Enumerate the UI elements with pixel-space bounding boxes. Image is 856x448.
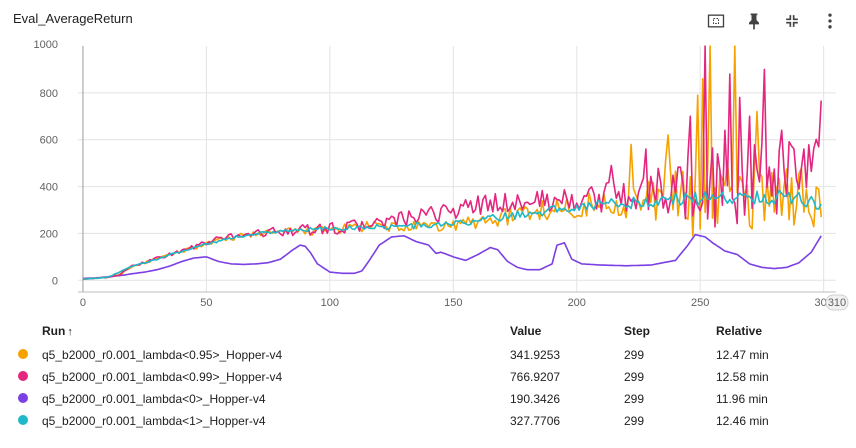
- legend-row[interactable]: q5_b2000_r0.001_lambda<0.95>_Hopper-v4 3…: [0, 344, 856, 366]
- x-tick-label: 200: [568, 297, 586, 309]
- run-name: q5_b2000_r0.001_lambda<0.95>_Hopper-v4: [42, 348, 283, 362]
- run-header-label: Run: [42, 324, 66, 338]
- y-tick-label: 400: [40, 182, 58, 194]
- y-tick-label: 200: [40, 228, 58, 240]
- run-name: q5_b2000_r0.001_lambda<0.99>_Hopper-v4: [42, 370, 283, 384]
- pin-icon: [749, 13, 759, 30]
- series-line: [82, 45, 822, 280]
- run-relative: 11.96 min: [716, 392, 768, 406]
- chart-toolbar: [700, 8, 846, 34]
- run-value: 327.7706: [510, 414, 561, 428]
- legend-row[interactable]: q5_b2000_r0.001_lambda<0.99>_Hopper-v4 7…: [0, 366, 856, 388]
- legend-color-header: [0, 318, 42, 344]
- series-line: [82, 233, 822, 280]
- legend-row[interactable]: q5_b2000_r0.001_lambda<0>_Hopper-v4 190.…: [0, 388, 856, 410]
- relative-column-header[interactable]: Relative: [716, 324, 763, 338]
- run-legend-table: Run ↑ Value Step Relative q5_b2000_r0.001…: [0, 318, 856, 432]
- x-edge-label-box: [825, 294, 849, 311]
- series-color-dot: [18, 349, 28, 359]
- run-step: 299: [624, 370, 645, 384]
- run-relative: 12.58 min: [716, 370, 769, 384]
- collapse-icon: [786, 15, 798, 27]
- run-column-header[interactable]: Run ↑: [42, 318, 510, 344]
- legend-row[interactable]: q5_b2000_r0.001_lambda<1>_Hopper-v4 327.…: [0, 410, 856, 432]
- x-tick-label: 0: [80, 297, 86, 309]
- x-tick-label: 250: [691, 297, 709, 309]
- value-column-header[interactable]: Value: [510, 324, 542, 338]
- more-options-button[interactable]: [814, 8, 846, 34]
- y-tick-label: 800: [40, 88, 58, 100]
- more-vert-icon: [828, 13, 832, 29]
- y-tick-label: 1000: [34, 40, 58, 51]
- series-color-dot: [18, 393, 28, 403]
- run-relative: 12.46 min: [716, 414, 769, 428]
- series-line: [82, 189, 822, 280]
- y-tick-label: 600: [40, 135, 58, 147]
- chart-title: Eval_AverageReturn: [13, 11, 133, 26]
- step-column-header[interactable]: Step: [624, 324, 651, 338]
- run-name: q5_b2000_r0.001_lambda<0>_Hopper-v4: [42, 392, 266, 406]
- run-value: 766.9207: [510, 370, 561, 384]
- run-value: 341.9253: [510, 348, 561, 362]
- run-value: 190.3426: [510, 392, 561, 406]
- run-step: 299: [624, 414, 645, 428]
- x-tick-label: 50: [200, 297, 212, 309]
- x-tick-label: 150: [444, 297, 462, 309]
- y-tick-label: 0: [52, 275, 58, 287]
- series-color-dot: [18, 371, 28, 381]
- x-edge-label: 310: [828, 297, 846, 309]
- run-step: 299: [624, 348, 645, 362]
- run-relative: 12.47 min: [716, 348, 769, 362]
- pin-button[interactable]: [738, 8, 770, 34]
- series-color-dot: [18, 415, 28, 425]
- run-name: q5_b2000_r0.001_lambda<1>_Hopper-v4: [42, 414, 266, 428]
- collapse-button[interactable]: [776, 8, 808, 34]
- x-tick-label: 100: [321, 297, 339, 309]
- run-step: 299: [624, 392, 645, 406]
- sort-ascending-icon: ↑: [67, 326, 73, 338]
- fit-domain-button[interactable]: [700, 8, 732, 34]
- fit-domain-icon: [707, 14, 725, 28]
- legend-header-row: Run ↑ Value Step Relative: [0, 318, 856, 344]
